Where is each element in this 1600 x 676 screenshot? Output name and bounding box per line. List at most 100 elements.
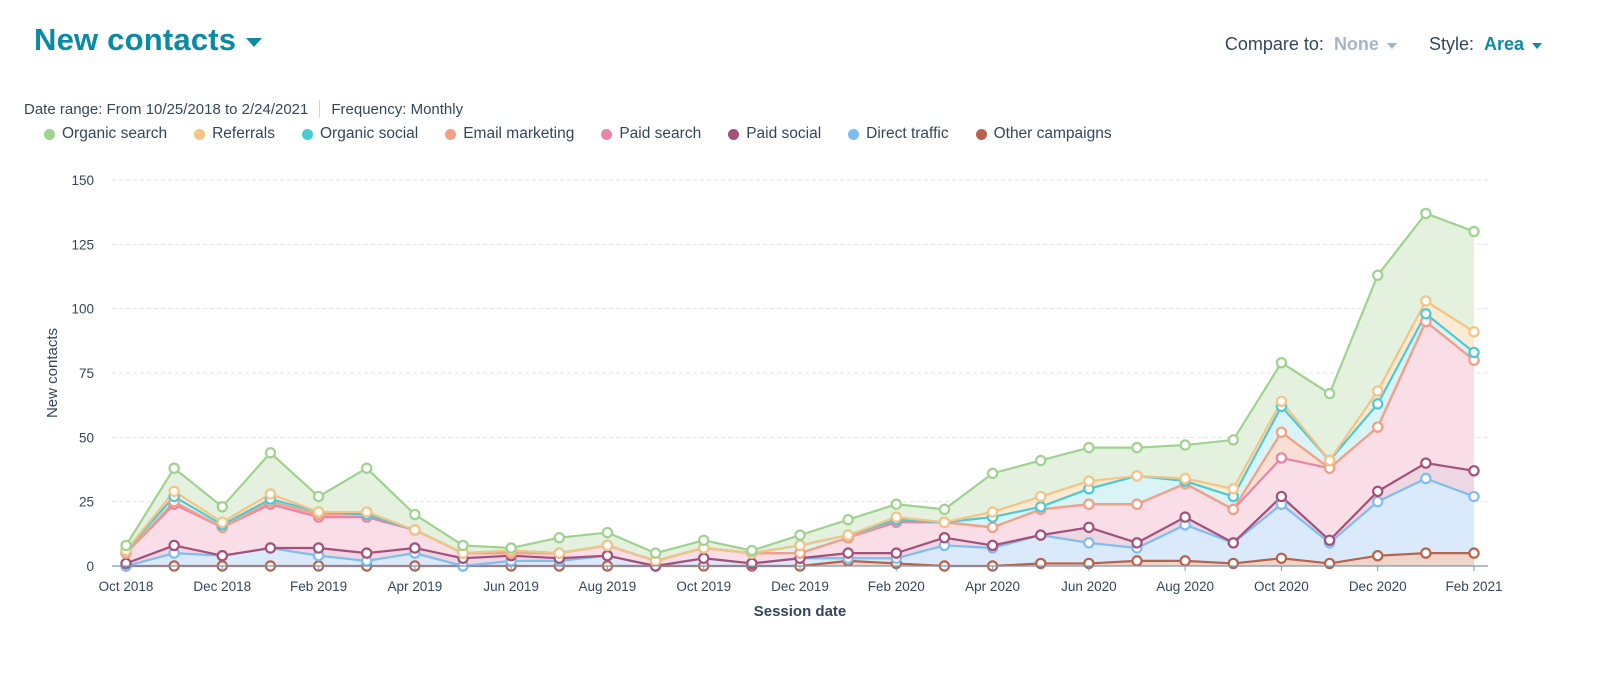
point-referrals <box>1131 470 1143 482</box>
point-organic-search <box>746 544 758 557</box>
point-referrals <box>1035 490 1047 503</box>
point-organic-search <box>1323 387 1336 400</box>
point-paid-social <box>938 531 951 544</box>
x-tick-label: Apr 2019 <box>387 579 442 594</box>
point-organic-social <box>1372 398 1384 410</box>
chevron-down-icon <box>1532 42 1542 49</box>
point-referrals <box>1275 395 1288 408</box>
legend-item-direct-traffic[interactable]: Direct traffic <box>848 125 949 143</box>
stacked-area-chart: 0 25 50 75 100 125 150 Oct 2018 Dec 2018 Feb 2019… <box>44 173 1503 620</box>
legend-item-referrals[interactable]: Referrals <box>194 125 275 143</box>
point-referrals <box>986 506 999 518</box>
point-referrals <box>312 506 325 518</box>
gridlines <box>112 179 1488 503</box>
point-paid-social <box>1179 511 1191 523</box>
chevron-down-icon <box>1386 42 1397 49</box>
y-tick-label: 25 <box>79 495 94 510</box>
legend-dot-icon <box>728 128 740 140</box>
point-referrals <box>794 539 806 552</box>
legend-item-organic-social[interactable]: Organic social <box>302 125 418 143</box>
x-tick-label: Apr 2020 <box>965 579 1020 594</box>
style-dropdown[interactable]: Area <box>1484 34 1542 55</box>
point-referrals <box>1372 385 1384 397</box>
x-tick-label: Jun 2019 <box>483 579 539 594</box>
point-organic-search <box>1468 225 1480 238</box>
point-organic-social <box>1035 501 1047 513</box>
point-paid-social <box>409 542 421 554</box>
legend-item-paid-social[interactable]: Paid social <box>728 125 821 143</box>
point-organic-search <box>1179 439 1191 451</box>
chevron-down-icon <box>246 37 263 47</box>
axes: 0 25 50 75 100 125 150 Oct 2018 Dec 2018 Feb 2019… <box>44 173 1503 620</box>
report-title-dropdown[interactable]: New contacts <box>34 22 263 58</box>
x-tick-label: Jun 2020 <box>1061 579 1117 594</box>
compare-dropdown[interactable]: None <box>1334 34 1397 55</box>
point-direct-traffic <box>1372 495 1384 508</box>
legend-dot-icon <box>601 128 613 140</box>
point-referrals <box>216 516 228 528</box>
point-paid-social <box>1468 465 1480 477</box>
style-value: Area <box>1483 34 1524 54</box>
chart-controls: Compare to: None Style: Area <box>1193 34 1542 55</box>
point-organic-search <box>361 462 373 474</box>
point-organic-search <box>1275 357 1288 369</box>
y-tick-label: 75 <box>79 366 94 381</box>
point-referrals <box>361 506 373 518</box>
point-direct-traffic <box>1420 472 1432 485</box>
point-other-campaigns <box>1035 557 1047 570</box>
point-organic-search <box>698 534 710 546</box>
point-paid-social <box>1035 529 1047 541</box>
point-referrals <box>1420 295 1432 307</box>
point-other-campaigns <box>1179 555 1191 567</box>
point-organic-social <box>1420 308 1432 320</box>
x-tick-label: Aug 2020 <box>1156 579 1214 594</box>
point-paid-social <box>746 557 758 570</box>
y-tick-label: 100 <box>71 302 94 317</box>
legend-dot-icon <box>975 128 987 140</box>
point-paid-social <box>842 547 854 559</box>
point-organic-search <box>1227 434 1239 446</box>
y-tick-label: 150 <box>71 173 94 188</box>
point-organic-search <box>1083 441 1095 454</box>
legend-dot-icon <box>848 128 860 140</box>
point-direct-traffic <box>1083 537 1095 549</box>
legend-item-other-campaigns[interactable]: Other campaigns <box>975 125 1112 143</box>
legend-item-organic-search[interactable]: Organic search <box>44 125 167 143</box>
point-paid-social <box>264 542 277 554</box>
legend-label: Direct traffic <box>866 125 949 142</box>
compare-label: Compare to: <box>1224 34 1324 54</box>
legend-label: Referrals <box>212 125 275 142</box>
point-paid-social <box>1372 485 1384 498</box>
point-paid-social <box>601 550 614 562</box>
point-referrals <box>601 539 614 552</box>
area-direct-traffic <box>126 478 1474 566</box>
point-other-campaigns <box>1323 557 1336 570</box>
point-other-campaigns <box>1227 557 1239 570</box>
point-referrals <box>938 516 951 528</box>
legend-label: Email marketing <box>463 125 575 142</box>
chart-legend: Organic search Referrals Organic social Ema… <box>44 125 1139 143</box>
point-paid-social <box>312 542 325 554</box>
legend-label: Other campaigns <box>993 125 1112 142</box>
point-email-marketing <box>1372 421 1384 433</box>
point-organic-search <box>938 503 951 516</box>
date-range: Date range: From 10/25/2018 to 2/24/2021 <box>24 100 309 118</box>
x-tick-label: Dec 2019 <box>771 579 829 594</box>
point-paid-social <box>986 539 999 552</box>
point-referrals <box>890 511 902 523</box>
point-organic-search <box>601 526 614 539</box>
x-tick-label: Feb 2021 <box>1445 579 1502 594</box>
x-tick-label: Oct 2019 <box>676 579 731 594</box>
point-organic-search <box>505 542 517 554</box>
y-tick-label: 125 <box>71 237 94 252</box>
point-organic-search <box>1131 441 1143 454</box>
legend-item-paid-search[interactable]: Paid search <box>601 125 701 143</box>
point-organic-search <box>1420 207 1432 220</box>
page-title: New contacts <box>34 22 237 57</box>
frequency: Frequency: Monthly <box>331 100 464 118</box>
y-tick-label: 50 <box>79 430 94 445</box>
legend-item-email-marketing[interactable]: Email marketing <box>445 125 574 143</box>
point-referrals <box>264 488 277 500</box>
point-paid-social <box>168 539 180 552</box>
point-paid-search <box>1275 452 1288 464</box>
